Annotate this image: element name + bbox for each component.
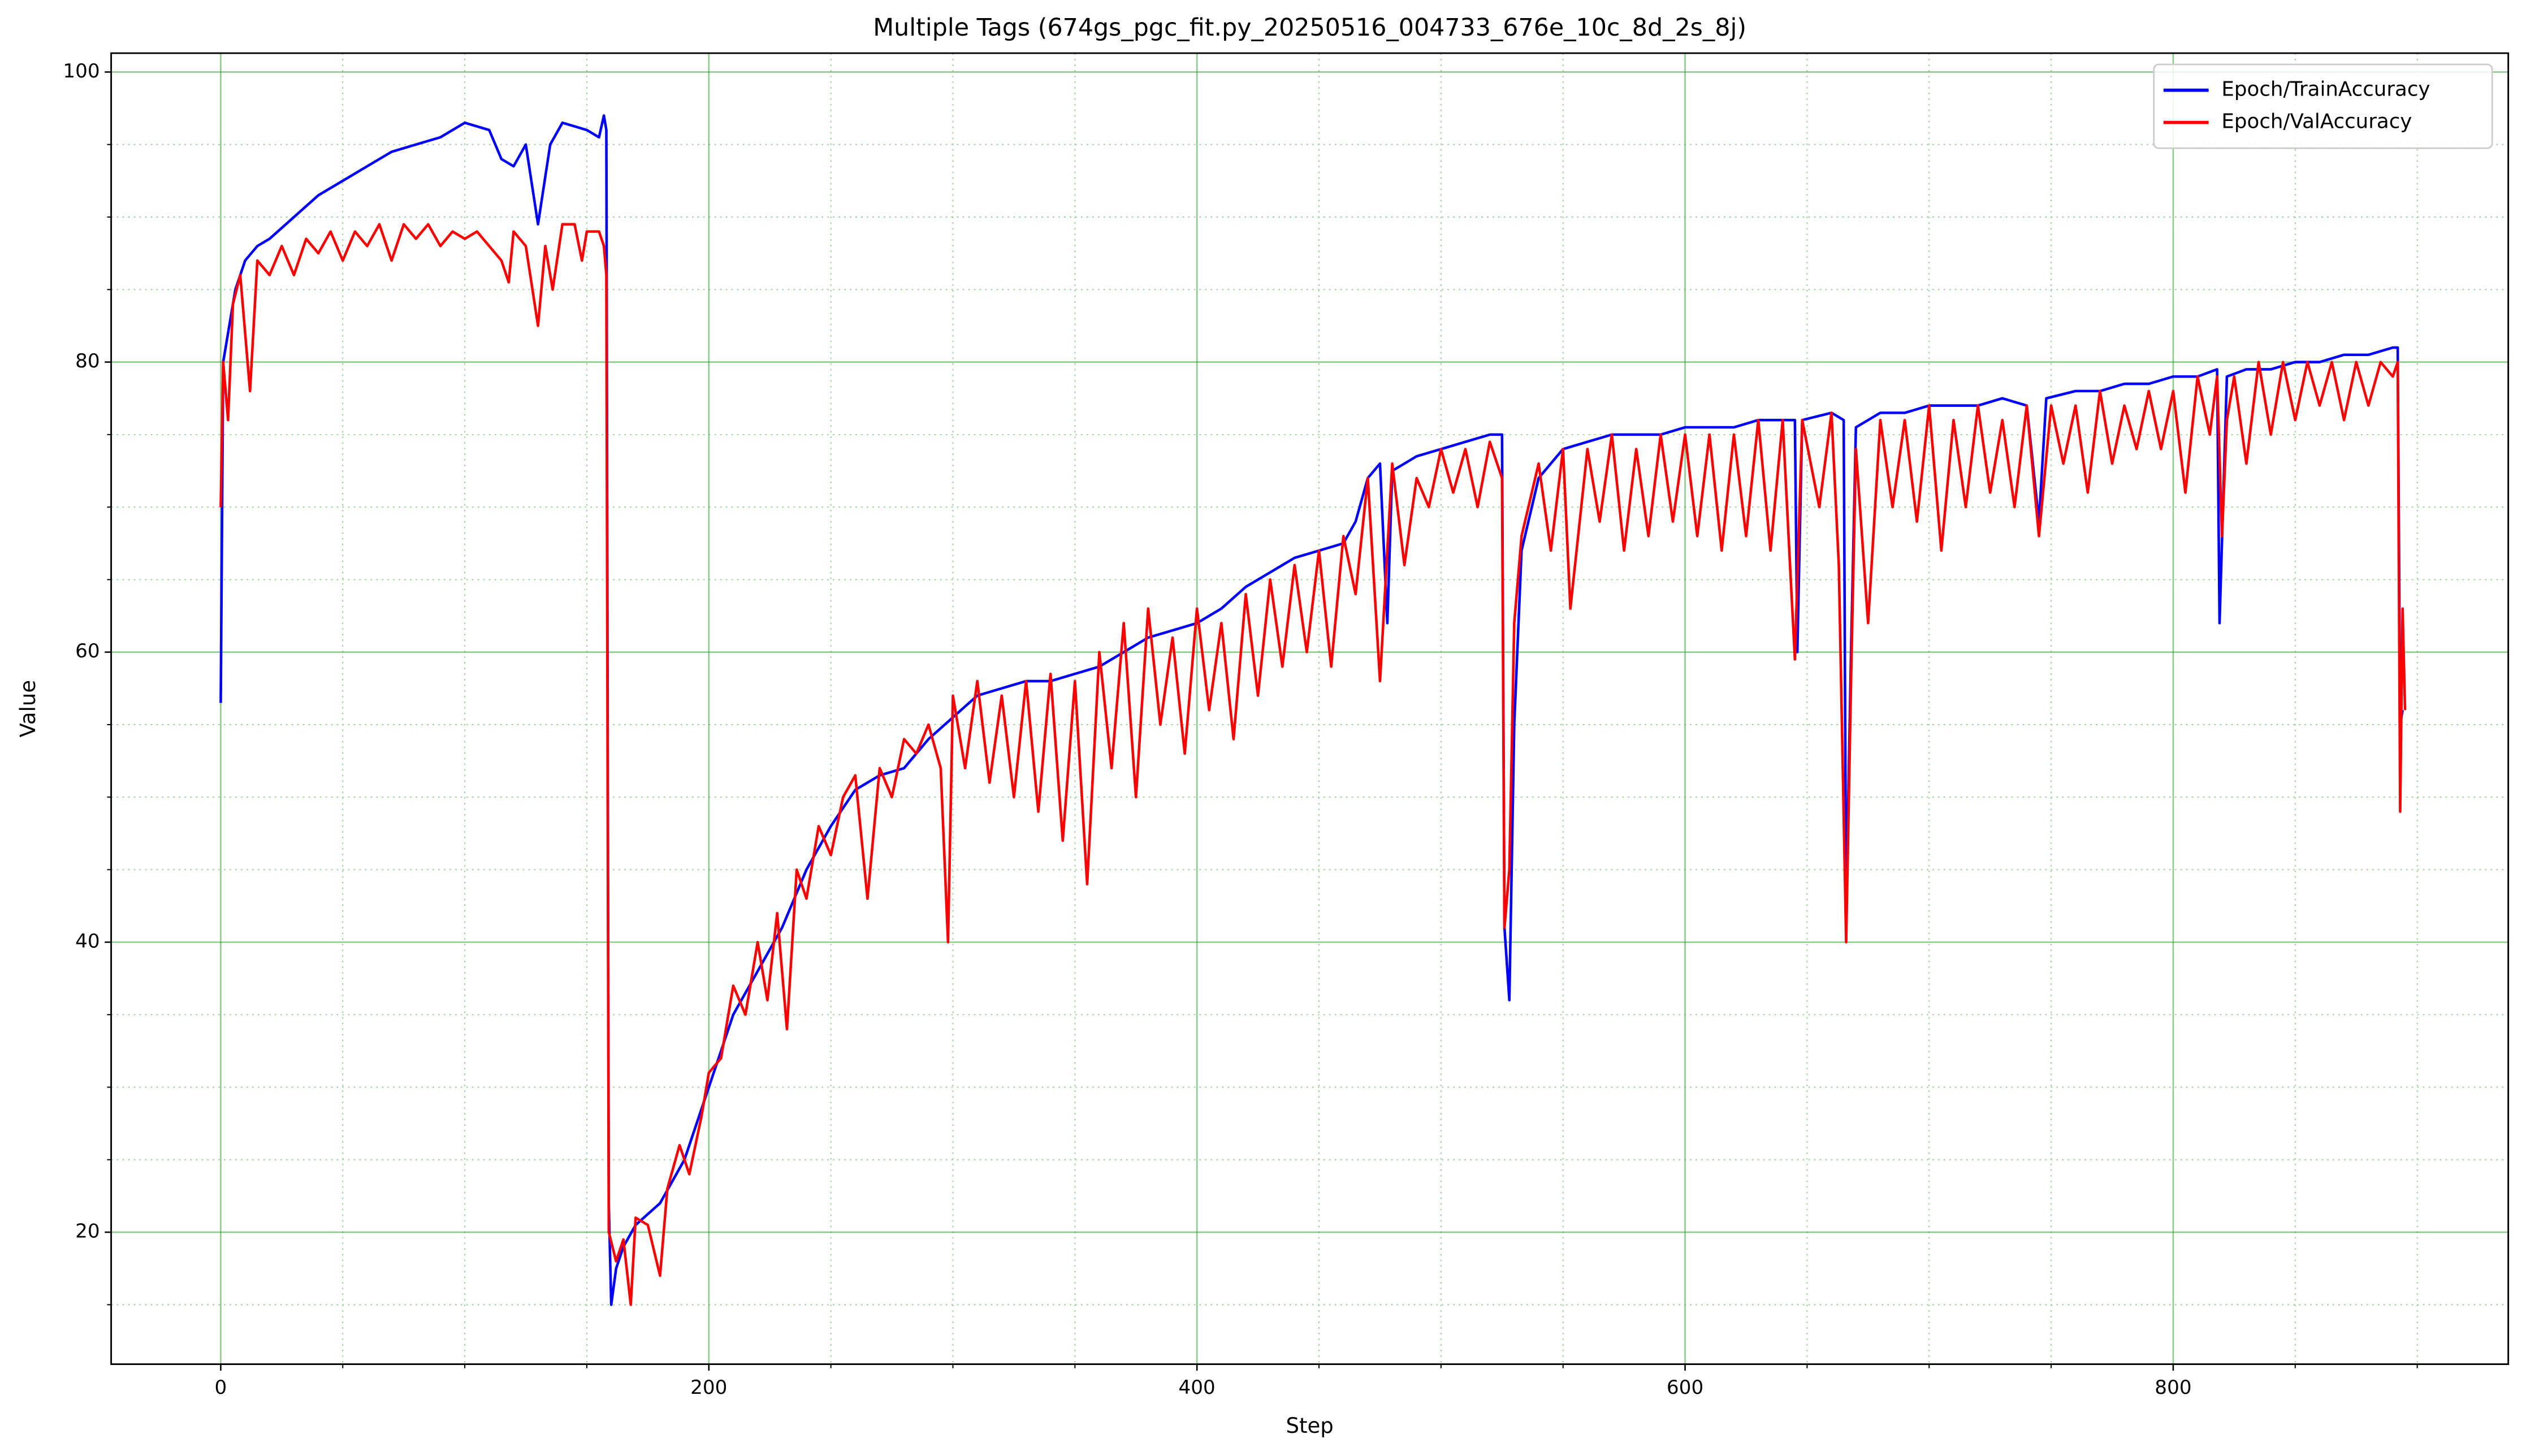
grid: [111, 53, 2508, 1364]
x-tick-label: 800: [2155, 1376, 2191, 1399]
legend-label: Epoch/ValAccuracy: [2221, 110, 2412, 133]
x-tick-label: 600: [1667, 1376, 1703, 1399]
chart-title: Multiple Tags (674gs_pgc_fit.py_20250516…: [873, 14, 1746, 42]
y-tick-label: 60: [75, 640, 100, 662]
x-tick-label: 0: [215, 1376, 227, 1399]
axes: 0 200 400 600 800 20 40 60 80 100: [63, 60, 2418, 1399]
data-line: [219, 114, 2404, 1306]
plot-lines: [219, 114, 2407, 1306]
legend: Epoch/TrainAccuracy Epoch/ValAccuracy: [2153, 63, 2493, 149]
y-tick-label: 80: [75, 350, 100, 372]
legend-label: Epoch/TrainAccuracy: [2221, 78, 2430, 101]
y-tick-label: 40: [75, 930, 100, 952]
x-axis-label: Step: [1286, 1414, 1333, 1438]
plot-frame: [110, 52, 2510, 1365]
y-axis-label: Value: [16, 680, 40, 738]
x-tick-label: 200: [690, 1376, 727, 1399]
data-line: [219, 223, 2407, 1306]
x-tick-label: 400: [1179, 1376, 1216, 1399]
y-tick-label: 100: [63, 60, 100, 83]
legend-box: [2153, 63, 2493, 149]
y-tick-label: 20: [75, 1220, 100, 1243]
